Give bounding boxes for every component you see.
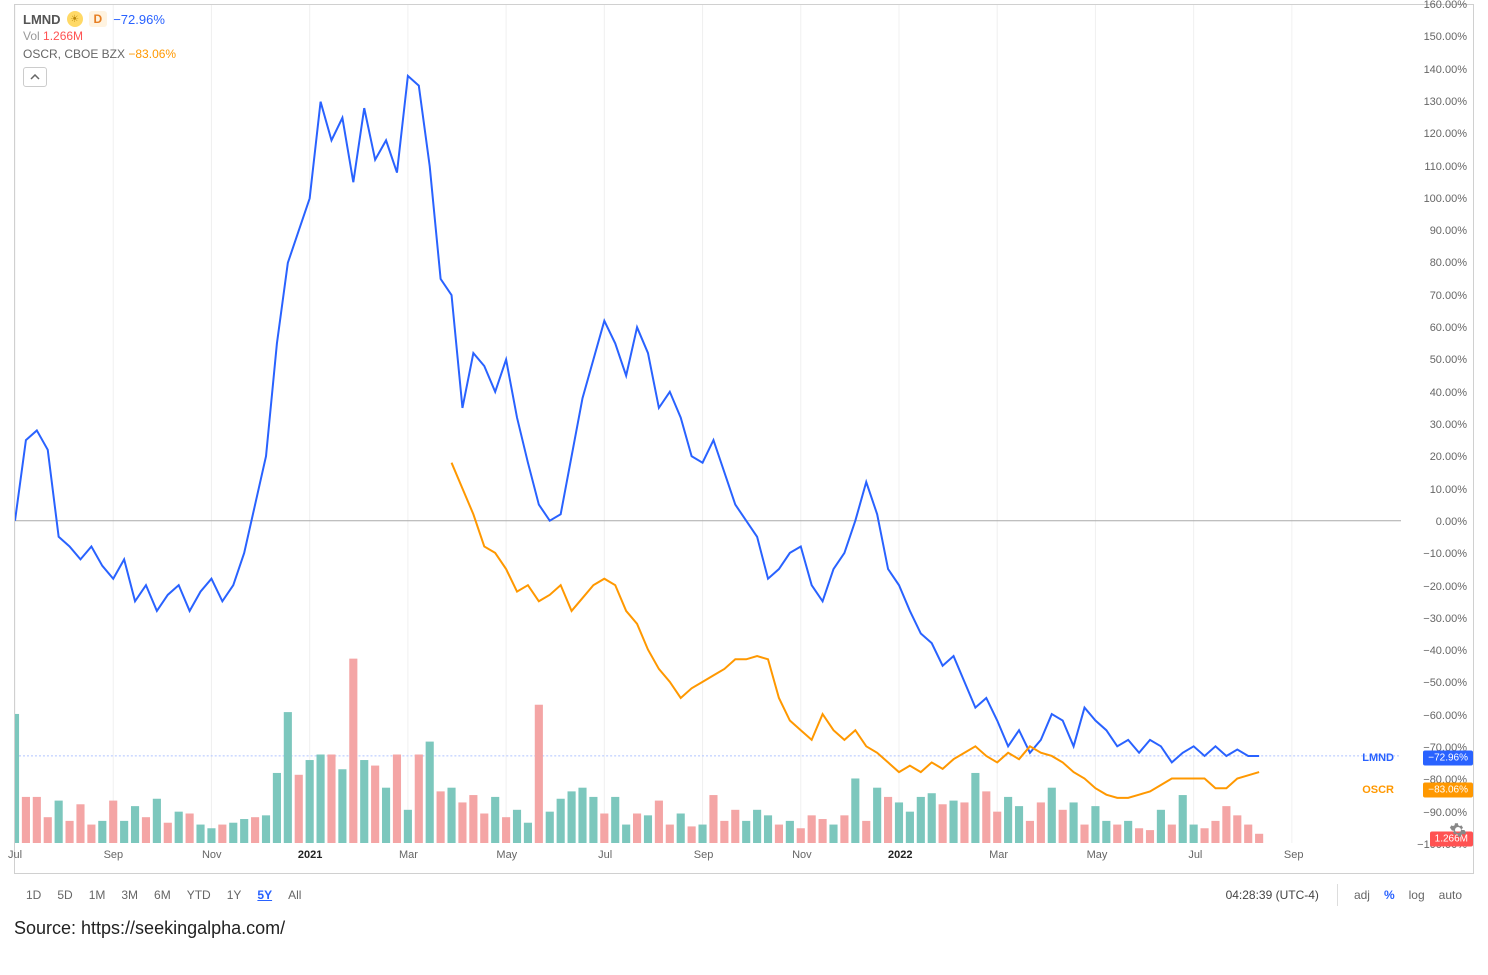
plot-area[interactable]: [15, 5, 1401, 843]
x-axis-label: Sep: [694, 849, 714, 861]
secondary-pct: −83.06%: [128, 47, 176, 61]
y-axis-label: −10.00%: [1423, 548, 1467, 560]
x-axis-label: Jul: [598, 849, 612, 861]
secondary-ticker-row: OSCR, CBOE BZX −83.06%: [23, 47, 176, 61]
option-group: adj%logauto: [1337, 884, 1468, 906]
y-axis-label: 0.00%: [1436, 516, 1467, 528]
x-axis-label: Mar: [989, 849, 1008, 861]
x-axis-label: 2022: [888, 849, 912, 861]
y-axis-label: 110.00%: [1424, 161, 1467, 173]
timeframe-1y[interactable]: 1Y: [221, 884, 248, 906]
lmnd-legend: LMND: [1359, 751, 1397, 765]
timeframe-1m[interactable]: 1M: [83, 884, 112, 906]
timeframe-1d[interactable]: 1D: [20, 884, 47, 906]
price-tag: −72.96%: [1423, 750, 1473, 765]
option-adj[interactable]: adj: [1348, 884, 1376, 906]
x-axis-label: Nov: [792, 849, 812, 861]
y-axis-label: 70.00%: [1430, 290, 1467, 302]
y-axis-label: 20.00%: [1430, 451, 1467, 463]
timeframe-6m[interactable]: 6M: [148, 884, 177, 906]
y-axis-label: 160.00%: [1424, 0, 1467, 11]
interval-badge[interactable]: D: [89, 11, 108, 27]
y-axis-label: 60.00%: [1430, 322, 1467, 334]
y-axis-label: −50.00%: [1423, 677, 1467, 689]
y-axis-label: 140.00%: [1424, 64, 1467, 76]
chart-container: LMND ☀ D −72.96% Vol 1.266M OSCR, CBOE B…: [14, 4, 1474, 874]
y-axis-label: 50.00%: [1430, 354, 1467, 366]
x-axis-label: Jul: [8, 849, 22, 861]
x-axis-label: May: [496, 849, 517, 861]
clock-display: 04:28:39 (UTC-4): [1226, 888, 1319, 902]
y-axis-label: −30.00%: [1423, 613, 1467, 625]
volume-label: Vol: [23, 29, 40, 43]
option-pct[interactable]: %: [1378, 884, 1401, 906]
y-axis-label: −90.00%: [1423, 807, 1467, 819]
y-axis-label: −20.00%: [1423, 581, 1467, 593]
pct-change: −72.96%: [113, 12, 165, 27]
ticker-symbol: LMND: [23, 12, 61, 27]
price-tag: −83.06%: [1423, 783, 1473, 798]
chevron-up-icon: [30, 74, 40, 80]
sun-icon: ☀: [67, 11, 83, 27]
y-axis-label: 30.00%: [1430, 419, 1467, 431]
y-axis-label: 150.00%: [1424, 31, 1467, 43]
source-text: Source: https://seekingalpha.com/: [14, 918, 285, 939]
y-axis-label: 40.00%: [1430, 387, 1467, 399]
timeframe-ytd[interactable]: YTD: [181, 884, 217, 906]
y-axis-label: 100.00%: [1424, 193, 1467, 205]
y-axis-label: −60.00%: [1423, 710, 1467, 722]
option-auto[interactable]: auto: [1433, 884, 1468, 906]
chart-svg: [15, 5, 1401, 843]
y-axis-label: 120.00%: [1424, 128, 1467, 140]
volume-value: 1.266M: [43, 29, 83, 43]
y-axis-label: 90.00%: [1430, 225, 1467, 237]
y-axis-label: 10.00%: [1430, 484, 1467, 496]
oscr-legend: OSCR: [1359, 783, 1397, 797]
x-axis-label: Mar: [399, 849, 418, 861]
x-axis-label: Nov: [202, 849, 222, 861]
timeframe-5d[interactable]: 5D: [51, 884, 78, 906]
gear-icon[interactable]: [1449, 821, 1467, 839]
y-axis-label: 130.00%: [1424, 96, 1467, 108]
timeframe-5y[interactable]: 5Y: [251, 884, 278, 906]
x-axis-label: Sep: [1284, 849, 1304, 861]
timeframe-group: 1D5D1M3M6MYTD1Y5YAll: [20, 884, 307, 906]
collapse-button[interactable]: [23, 67, 47, 87]
y-axis[interactable]: −100.00%−90.00%−80.00%−70.00%−60.00%−50.…: [1401, 5, 1473, 843]
option-log[interactable]: log: [1403, 884, 1431, 906]
volume-row: Vol 1.266M: [23, 29, 83, 43]
controls-bar: 1D5D1M3M6MYTD1Y5YAll 04:28:39 (UTC-4) ad…: [14, 878, 1474, 912]
timeframe-3m[interactable]: 3M: [115, 884, 144, 906]
x-axis-label: May: [1087, 849, 1108, 861]
y-axis-label: 80.00%: [1430, 257, 1467, 269]
secondary-label: OSCR, CBOE BZX: [23, 47, 125, 61]
y-axis-label: −40.00%: [1423, 645, 1467, 657]
x-axis-label: Sep: [104, 849, 124, 861]
x-axis-label: Jul: [1188, 849, 1202, 861]
timeframe-all[interactable]: All: [282, 884, 307, 906]
x-axis-label: 2021: [298, 849, 322, 861]
x-axis[interactable]: JulSepNov2021MarMayJulSepNov2022MarMayJu…: [15, 843, 1401, 873]
primary-ticker-row: LMND ☀ D −72.96%: [23, 11, 165, 27]
